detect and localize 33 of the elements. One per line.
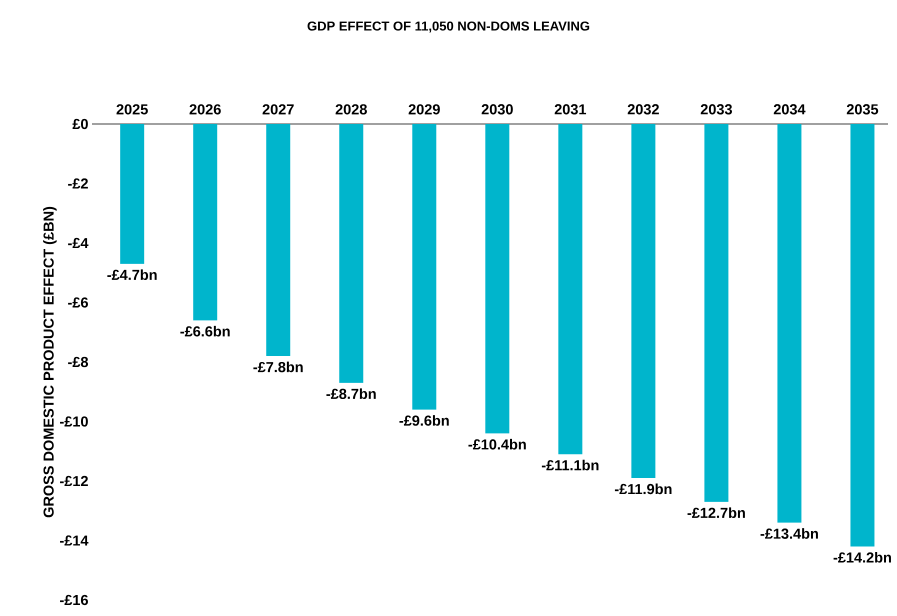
data-label: -£9.6bn <box>399 415 449 426</box>
data-label: -£13.4bn <box>760 528 818 539</box>
y-tick-label: -£6 <box>68 297 88 308</box>
x-tick-label: 2026 <box>190 104 221 114</box>
y-tick-label: -£16 <box>60 594 88 606</box>
y-tick-label: -£14 <box>60 535 88 546</box>
data-label: -£14.2bn <box>834 552 891 563</box>
data-label: -£7.8bn <box>253 362 303 372</box>
x-tick-label: 2032 <box>628 104 659 114</box>
y-tick-label: -£10 <box>60 416 88 427</box>
x-tick-label: 2035 <box>846 104 878 114</box>
y-axis-title: GROSS DOMESTIC PRODUCT EFFECT (£BN) <box>43 206 57 518</box>
y-tick-label: -£8 <box>68 356 88 368</box>
data-label: -£4.7bn <box>107 269 157 280</box>
data-label: -£6.6bn <box>180 326 230 337</box>
data-label: -£11.9bn <box>614 484 672 494</box>
y-tick-label: -£2 <box>68 178 88 189</box>
x-tick-label: 2031 <box>554 104 586 114</box>
data-label: -£12.7bn <box>688 507 745 518</box>
x-tick-label: 2029 <box>408 104 440 114</box>
x-tick-label: 2030 <box>482 104 513 114</box>
data-label: -£8.7bn <box>326 388 376 399</box>
x-tick-label: 2027 <box>262 104 294 114</box>
x-tick-label: 2025 <box>116 104 148 114</box>
y-tick-label: £0 <box>72 118 88 130</box>
x-tick-label: 2034 <box>774 104 806 114</box>
data-label: -£11.1bn <box>542 460 598 470</box>
y-tick-label: -£4 <box>68 238 88 248</box>
x-tick-label: 2028 <box>336 104 367 114</box>
x-tick-label: 2033 <box>700 104 732 114</box>
chart-title: GDP EFFECT OF 11,050 NON-DOMS LEAVING <box>308 21 590 33</box>
y-tick-label: -£12 <box>60 476 88 486</box>
data-label: -£10.4bn <box>468 438 526 450</box>
